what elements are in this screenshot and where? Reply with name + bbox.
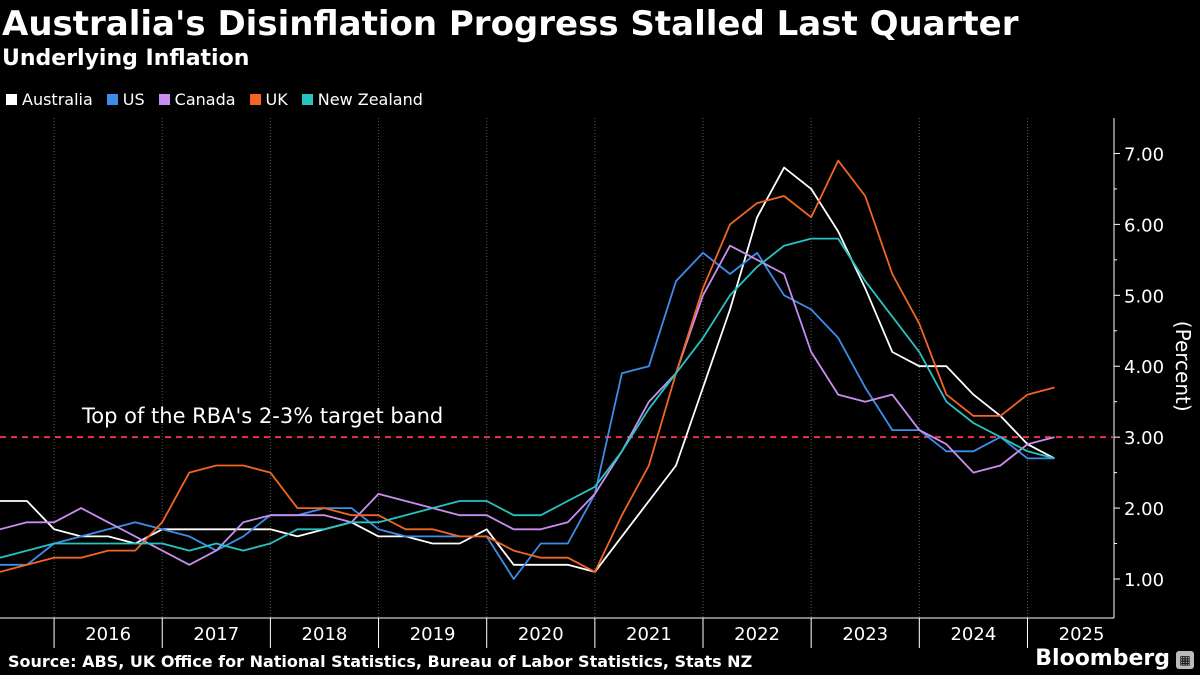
legend-label-australia: Australia: [22, 90, 93, 109]
y-tick-label-7.00: 7.00: [1124, 144, 1164, 165]
series-line-australia: [0, 166, 1055, 573]
legend-label-us: US: [122, 90, 145, 109]
x-tick-label-2024: 2024: [950, 624, 996, 645]
legend-swatch-us: [106, 94, 118, 105]
y-tick-label-4.00: 4.00: [1124, 357, 1164, 378]
legend-item-australia: Australia: [6, 90, 93, 109]
bloomberg-terminal-icon: ▦: [1176, 651, 1194, 669]
legend-swatch-uk: [249, 94, 261, 105]
y-axis-label: (Percent): [1171, 321, 1195, 412]
series-line-new-zealand: [0, 237, 1055, 559]
y-tick-label-1.00: 1.00: [1124, 570, 1164, 591]
series-line-uk: [0, 159, 1055, 573]
chart-title: Australia's Disinflation Progress Stalle…: [2, 4, 1019, 44]
x-tick-label-2021: 2021: [626, 624, 672, 645]
legend: Australia US Canada UK New Zealand: [6, 90, 423, 109]
y-tick-label-5.00: 5.00: [1124, 286, 1164, 307]
legend-item-uk: UK: [249, 90, 288, 109]
source-note: Source: ABS, UK Office for National Stat…: [8, 652, 753, 671]
x-tick-label-2018: 2018: [302, 624, 348, 645]
bloomberg-logo: Bloomberg: [1035, 646, 1170, 671]
reference-line-label: Top of the RBA's 2-3% target band: [81, 404, 443, 428]
legend-item-canada: Canada: [158, 90, 236, 109]
x-tick-label-2023: 2023: [842, 624, 888, 645]
y-tick-label-2.00: 2.00: [1124, 499, 1164, 520]
legend-item-us: US: [106, 90, 145, 109]
series-line-us: [0, 251, 1055, 580]
legend-label-new-zealand: New Zealand: [317, 90, 423, 109]
x-tick-label-2022: 2022: [734, 624, 780, 645]
legend-label-uk: UK: [265, 90, 288, 109]
legend-swatch-canada: [158, 94, 170, 105]
series-line-canada: [0, 244, 1055, 566]
x-tick-label-2025: 2025: [1059, 624, 1105, 645]
x-tick-label-2019: 2019: [410, 624, 456, 645]
y-tick-label-3.00: 3.00: [1124, 428, 1164, 449]
x-tick-label-2020: 2020: [518, 624, 564, 645]
x-tick-label-2016: 2016: [85, 624, 131, 645]
legend-label-canada: Canada: [174, 90, 236, 109]
legend-swatch-australia: [6, 94, 17, 105]
x-tick-label-2017: 2017: [193, 624, 239, 645]
chart-subtitle: Underlying Inflation: [2, 46, 250, 71]
legend-swatch-new-zealand: [301, 94, 313, 105]
legend-item-new-zealand: New Zealand: [301, 90, 423, 109]
y-tick-label-6.00: 6.00: [1124, 215, 1164, 236]
